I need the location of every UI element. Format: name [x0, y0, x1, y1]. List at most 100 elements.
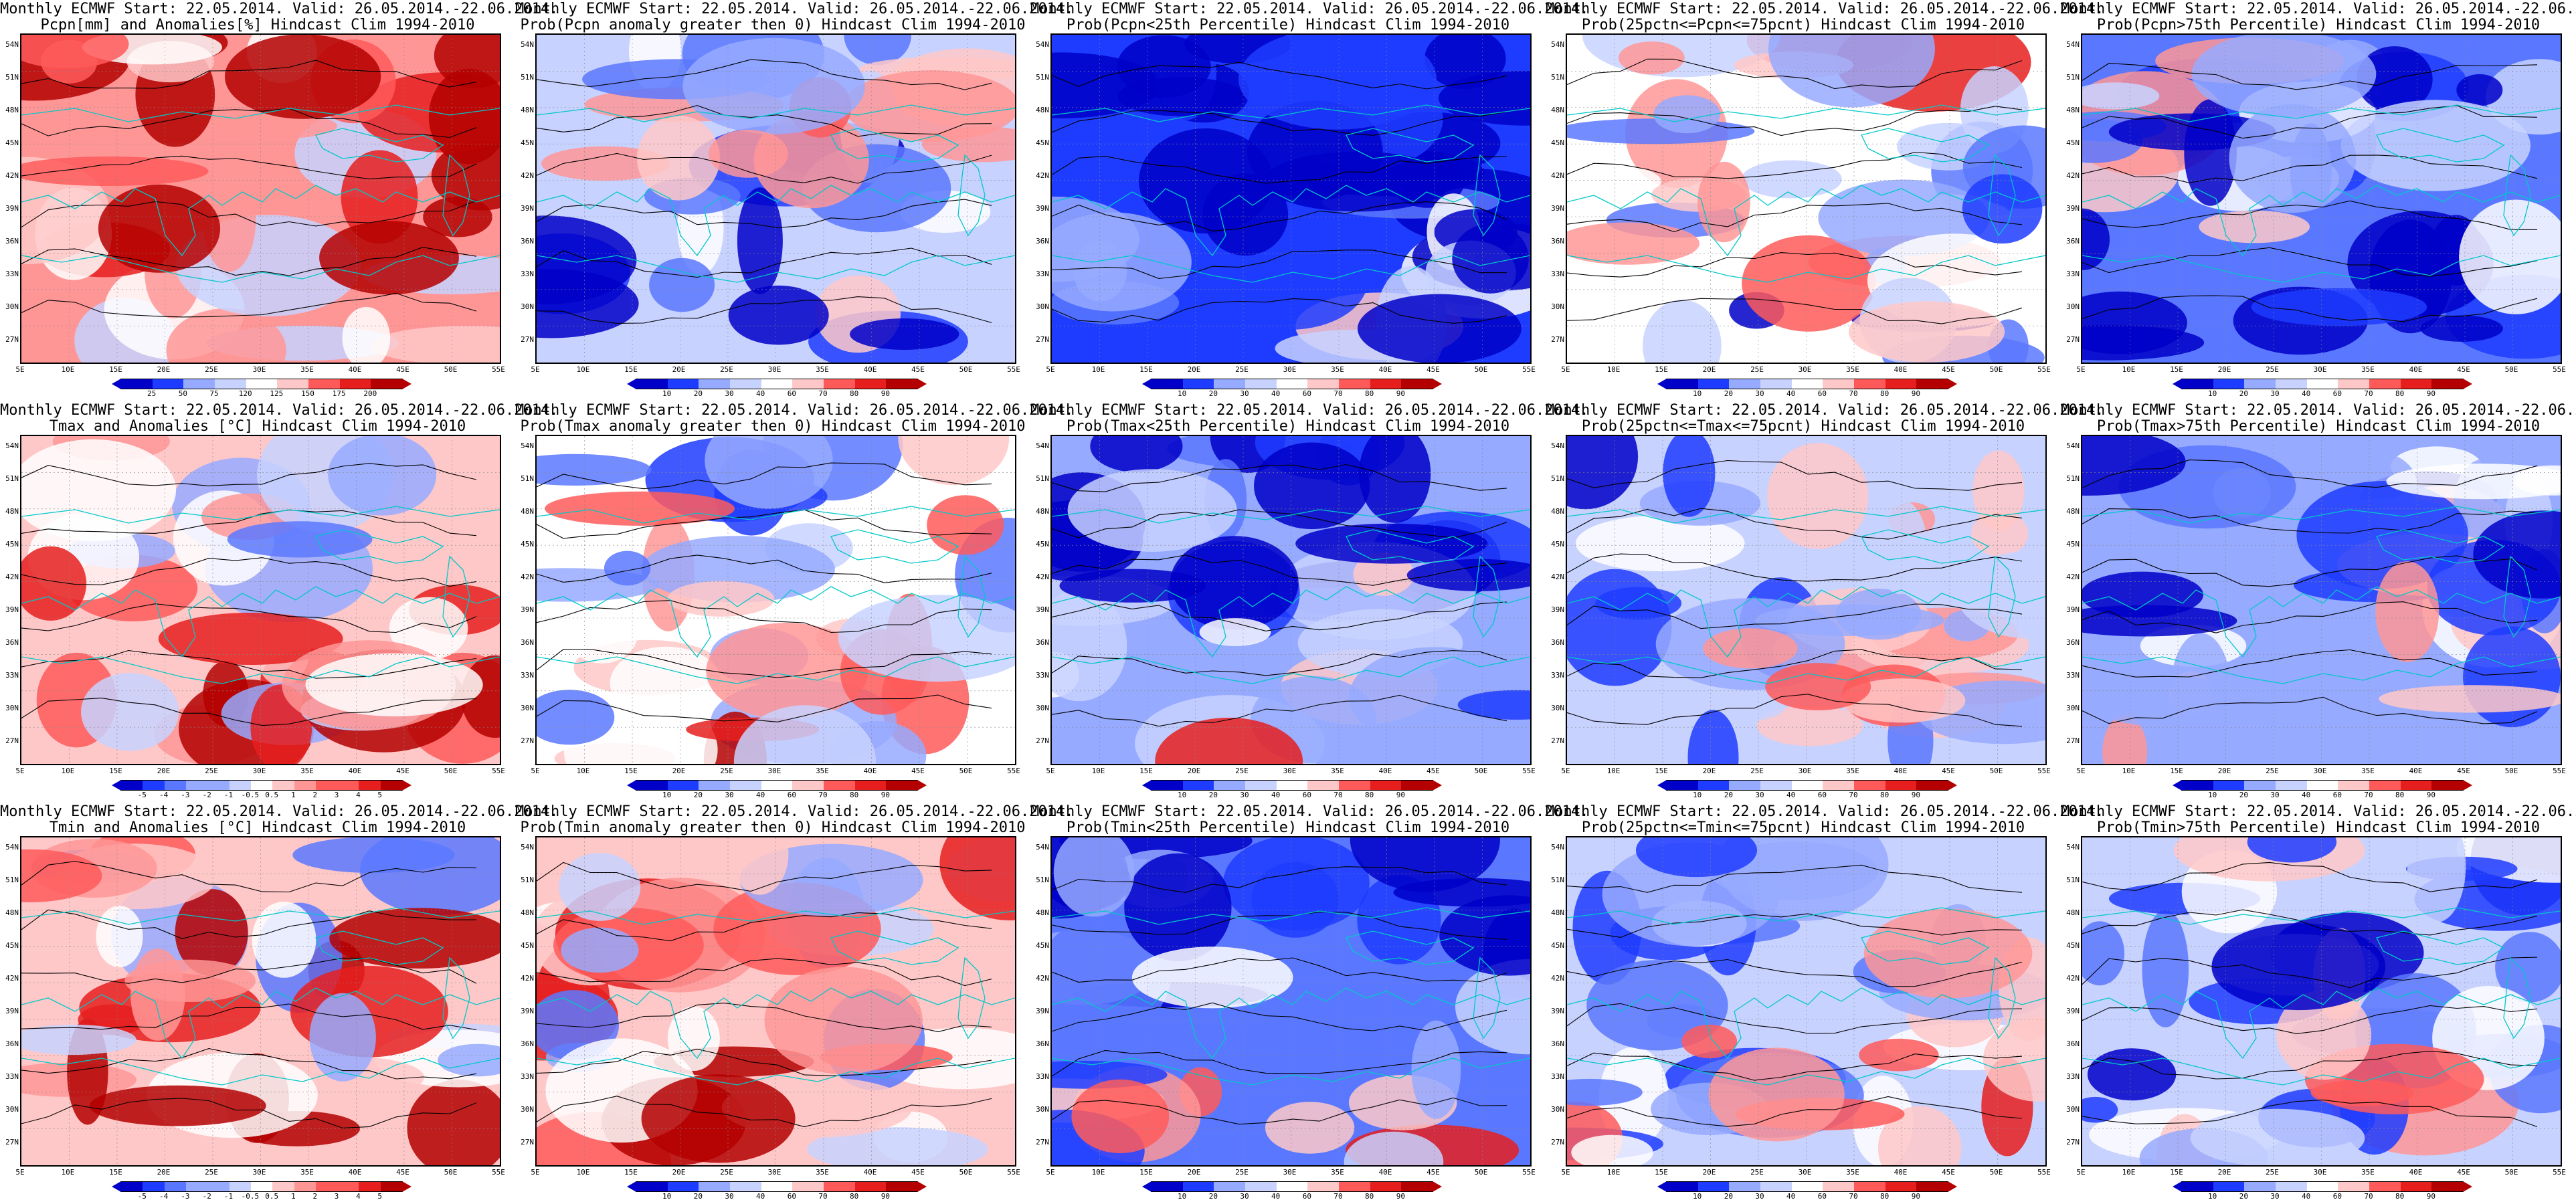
colorbar-cell	[1729, 379, 1761, 389]
colorbar-cell	[2400, 781, 2432, 790]
contour-line	[21, 155, 477, 180]
colorbar-tick-label: 70	[1849, 1192, 1858, 1201]
field-blob	[1406, 559, 1530, 591]
field-blob	[21, 1024, 136, 1055]
contour-line	[21, 603, 477, 633]
colorbar-tick-label: 10	[662, 1192, 672, 1201]
colorbar-tick-label: 3	[334, 1192, 339, 1201]
longitude-label: 30E	[1798, 365, 1812, 374]
latitude-label: 39N	[2066, 605, 2080, 614]
map-field	[21, 436, 500, 764]
colorbar-tick-label: 20	[693, 791, 703, 799]
field-blob	[1411, 1020, 1461, 1119]
field-blob	[1576, 515, 1745, 572]
longitude-label: 55E	[2553, 365, 2566, 374]
colorbar-cell	[854, 379, 887, 389]
colorbar-tick-label: 80	[1880, 1192, 1890, 1201]
colorbar-tick-label: 0.5	[265, 791, 279, 799]
latitude-label: 51N	[1036, 876, 1049, 884]
contour-line	[1052, 62, 1507, 90]
panel-title-line1: Monthly ECMWF Start: 22.05.2014. Valid: …	[1546, 803, 2104, 820]
latitude-label: 27N	[2066, 1138, 2080, 1146]
colorbar-cell	[1339, 1182, 1370, 1191]
field-blob	[1117, 77, 1245, 116]
contour-line	[21, 108, 477, 138]
contour-line	[1567, 1096, 2023, 1127]
contour-line	[1052, 249, 1507, 279]
longitude-label: 25E	[205, 1168, 218, 1177]
colorbar-cell	[1823, 781, 1855, 790]
coastline	[21, 506, 500, 524]
latitude-label: 54N	[2066, 40, 2080, 49]
longitude-label: 45E	[2457, 365, 2470, 374]
contour-line	[1052, 1049, 1507, 1077]
field-blob	[407, 1079, 500, 1165]
forecast-map	[1566, 33, 2047, 364]
colorbar-tick-label: 40	[2302, 1192, 2311, 1201]
coastline	[2503, 555, 2531, 638]
field-blob	[1567, 436, 1639, 510]
contour-line	[2082, 1005, 2538, 1034]
coastline	[2082, 586, 2561, 658]
field-blob	[2082, 82, 2160, 110]
field-blob	[561, 927, 639, 973]
coastline	[442, 154, 470, 237]
coastline	[1052, 185, 1530, 257]
panel-title-line2: Tmax and Anomalies [°C] Hindcast Clim 19…	[49, 418, 466, 435]
latitude-label: 45N	[1551, 540, 1564, 548]
colorbar-max-arrow	[917, 1181, 927, 1192]
colorbar-cell	[1307, 379, 1340, 389]
colorbar-min-arrow	[2173, 1181, 2182, 1192]
map-field	[2082, 436, 2561, 764]
coastline	[21, 104, 500, 122]
field-blob	[737, 187, 783, 294]
colorbar-tick-label: 2	[312, 791, 318, 799]
colorbar-cell	[2431, 781, 2464, 790]
longitude-label: 5E	[1561, 1168, 1570, 1177]
latitude-label: 30N	[5, 704, 19, 712]
colorbar-tick-label: 125	[270, 389, 284, 398]
field-blob	[1765, 663, 1871, 710]
colorbar-cell	[1916, 1182, 1948, 1191]
latitude-label: 51N	[1551, 73, 1564, 82]
colorbar-cell	[1307, 1182, 1340, 1191]
colorbar-tick-label: 80	[2395, 1192, 2405, 1201]
colorbar-max-arrow	[1948, 780, 1957, 791]
longitude-label: 15E	[1655, 1168, 1668, 1177]
latitude-label: 42N	[1551, 573, 1564, 581]
map-field	[1052, 35, 1530, 363]
coastline	[1567, 586, 2045, 658]
field-blob	[537, 454, 652, 486]
longitude-label: 35E	[816, 1168, 829, 1177]
latitude-label: 33N	[2066, 671, 2080, 680]
field-blob	[1874, 499, 1928, 595]
longitude-label: 45E	[396, 1168, 409, 1177]
latitude-label: 54N	[2066, 441, 2080, 450]
longitude-label: 20E	[2217, 1168, 2231, 1177]
colorbar-min-arrow	[112, 780, 121, 791]
contour-line	[21, 1003, 477, 1031]
contour-line	[1567, 508, 2023, 540]
latitude-label: 33N	[1036, 671, 1049, 680]
longitude-label: 55E	[1522, 767, 1536, 775]
coastline	[21, 656, 500, 684]
longitude-label: 35E	[1846, 767, 1859, 775]
colorbar-cell	[886, 379, 918, 389]
longitude-label: 25E	[720, 1168, 733, 1177]
colorbar-cell	[2182, 379, 2213, 389]
colorbar-cell	[371, 379, 403, 389]
field-blob	[1768, 35, 1935, 108]
coastline	[1567, 907, 2045, 925]
longitude-label: 50E	[1474, 1168, 1488, 1177]
colorbar-tick-label: -5	[137, 1192, 147, 1201]
colorbar-cell	[2306, 1182, 2338, 1191]
longitude-label: 50E	[1474, 767, 1488, 775]
longitude-label: 45E	[1942, 365, 1955, 374]
colorbar-tick-label: 75	[209, 389, 219, 398]
longitude-label: 10E	[2122, 1168, 2136, 1177]
contour-line	[537, 1096, 992, 1128]
colorbar-tick-label: 30	[1755, 791, 1764, 799]
latitude-label: 54N	[1551, 843, 1564, 851]
colorbar-min-arrow	[112, 379, 121, 389]
colorbar-cell	[277, 379, 309, 389]
